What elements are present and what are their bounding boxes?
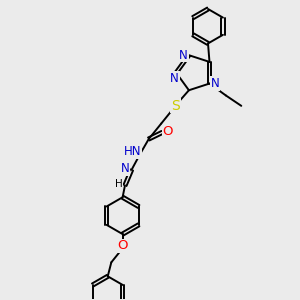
Text: O: O [162,125,173,138]
Text: HN: HN [124,145,141,158]
Text: H: H [115,179,123,189]
Text: N: N [121,162,129,175]
Text: O: O [117,239,128,253]
Text: N: N [179,49,188,62]
Text: N: N [170,72,179,85]
Text: N: N [211,77,219,90]
Text: S: S [171,99,180,113]
